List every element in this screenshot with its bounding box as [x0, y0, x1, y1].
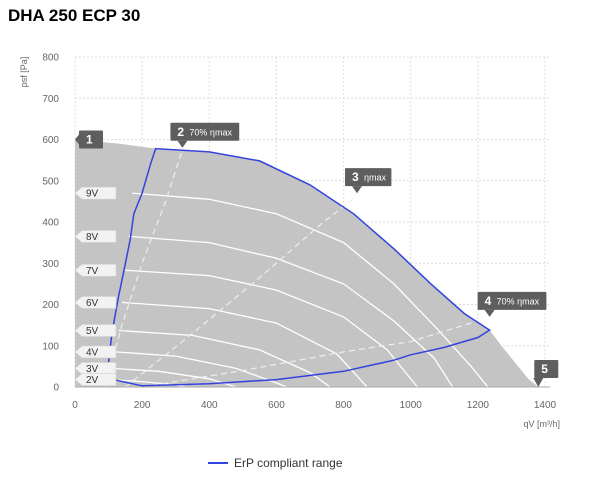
voltage-label-text: 2V	[86, 375, 99, 386]
voltage-label-text: 4V	[86, 347, 99, 358]
legend-label: ErP compliant range	[234, 456, 343, 470]
voltage-label: 3V	[74, 362, 117, 375]
voltage-label-tag	[74, 296, 117, 309]
y-tick-label: 200	[42, 300, 59, 311]
marker-label: ηmax	[364, 173, 387, 183]
fan-curve	[128, 235, 454, 388]
fan-curve	[121, 301, 368, 388]
x-tick-label: 0	[72, 400, 78, 411]
fan-curve	[125, 269, 418, 388]
efficiency-line-layer	[104, 149, 479, 388]
voltage-label-tag	[74, 263, 117, 277]
marker-number: 2	[177, 125, 184, 139]
y-tick-label: 500	[42, 176, 59, 187]
marker-pointer	[484, 309, 495, 317]
marker-number: 4	[485, 294, 492, 308]
voltage-label: 6V	[74, 296, 117, 309]
x-tick-label: 1200	[467, 400, 490, 411]
fan-curve	[132, 192, 489, 388]
y-tick-label: 600	[42, 135, 59, 146]
marker-pointer	[75, 134, 79, 145]
x-tick-label: 1400	[534, 400, 557, 411]
fan-curve	[108, 378, 186, 388]
y-tick-label: 400	[42, 218, 59, 229]
x-tick-label: 400	[201, 400, 218, 411]
y-tick-label: 800	[42, 53, 59, 64]
marker-box	[345, 168, 392, 187]
y-axis-label: psf [Pa]	[19, 57, 29, 88]
voltage-label-text: 5V	[86, 326, 99, 337]
x-tick-label: 600	[268, 400, 285, 411]
legend-swatch	[208, 462, 228, 464]
chart-title: DHA 250 ECP 30	[8, 6, 141, 25]
operating-area-layer	[75, 139, 539, 387]
marker-box	[534, 360, 559, 378]
y-tick-label: 300	[42, 259, 59, 270]
marker-box	[477, 291, 547, 310]
voltage-label-text: 7V	[86, 266, 99, 277]
marker-5[interactable]: 5	[533, 360, 559, 387]
voltage-label-tag	[74, 324, 117, 337]
marker-number: 1	[86, 133, 93, 147]
voltage-label-tag	[74, 362, 117, 375]
voltage-label: 5V	[74, 324, 117, 337]
marker-pointer	[352, 186, 362, 194]
voltage-label: 4V	[74, 345, 117, 359]
erp-range-layer	[107, 147, 491, 387]
voltage-label: 7V	[74, 263, 117, 277]
voltage-label-text: 9V	[86, 189, 99, 200]
voltage-label-text: 8V	[86, 232, 99, 243]
marker-3[interactable]: 3 ηmax	[345, 168, 392, 194]
operating-area	[75, 139, 539, 387]
marker-pointer	[177, 140, 188, 148]
voltage-label: 8V	[74, 230, 117, 243]
marker-layer: 1 2 70% ηmax 3 ηmax 4 70% ηmax 5	[75, 122, 559, 387]
voltage-label-text: 6V	[86, 298, 99, 309]
efficiency-line	[104, 149, 183, 388]
voltage-label: 9V	[74, 186, 117, 200]
y-tick-label: 0	[53, 383, 59, 394]
marker-label: 70% ηmax	[497, 296, 540, 306]
x-tick-label: 200	[134, 400, 151, 411]
voltage-label-tag	[74, 186, 117, 200]
marker-number: 3	[352, 170, 359, 184]
fan-curve	[115, 351, 287, 388]
marker-2[interactable]: 2 70% ηmax	[170, 122, 240, 148]
marker-4[interactable]: 4 70% ηmax	[477, 291, 547, 317]
efficiency-line	[142, 320, 479, 388]
marker-number: 5	[541, 362, 548, 376]
marker-pointer	[533, 378, 544, 387]
efficiency-line	[125, 176, 371, 388]
voltage-label-tag	[74, 230, 117, 243]
marker-1[interactable]: 1	[75, 130, 103, 149]
fan-curve	[118, 329, 331, 388]
fan-curve-layer	[108, 192, 489, 388]
x-tick-label: 800	[335, 400, 352, 411]
voltage-label: 2V	[74, 373, 117, 386]
voltage-label-text: 3V	[86, 364, 99, 375]
marker-label: 70% ηmax	[189, 127, 232, 137]
voltage-label-tag	[74, 373, 117, 386]
marker-box	[79, 130, 103, 149]
axis-layer: 0 100 200 300 400 500 600 700 800 0 200 400 600 800 10…	[19, 53, 560, 430]
x-tick-label: 1000	[400, 400, 423, 411]
legend[interactable]: ErP compliant range	[208, 455, 343, 471]
y-tick-label: 700	[42, 94, 59, 105]
erp-compliant-line[interactable]	[107, 147, 491, 387]
voltage-label-tag	[74, 345, 117, 359]
marker-box	[170, 122, 240, 141]
x-axis-label: qV [m³/h]	[523, 419, 560, 429]
y-tick-label: 100	[42, 341, 59, 352]
